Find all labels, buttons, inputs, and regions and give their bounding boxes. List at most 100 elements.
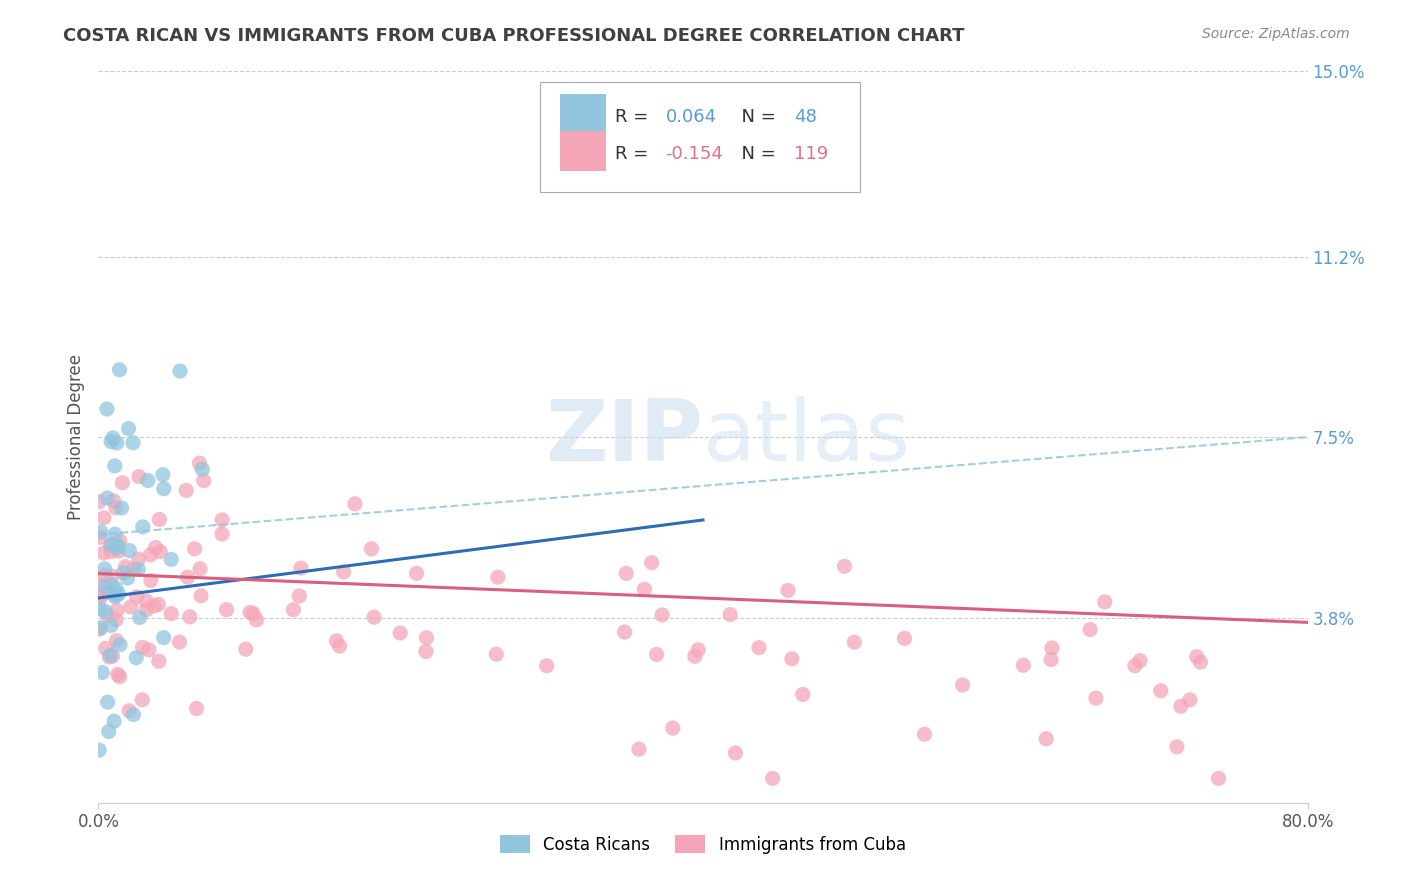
Point: [363, 610, 385, 624]
Point: [718, 607, 741, 622]
Point: [94, 580, 117, 594]
Point: [97, 585, 120, 599]
Point: [97, 695, 120, 709]
Point: [136, 474, 159, 488]
Point: [89, 743, 111, 757]
Point: [139, 548, 162, 562]
Point: [683, 649, 706, 664]
Point: [153, 482, 176, 496]
Point: [93, 546, 115, 560]
Point: [328, 639, 350, 653]
Point: [536, 658, 558, 673]
FancyBboxPatch shape: [561, 94, 606, 135]
Point: [89, 494, 111, 508]
Point: [952, 678, 974, 692]
Point: [627, 742, 650, 756]
Point: [152, 467, 174, 482]
Point: [1078, 623, 1101, 637]
Point: [117, 422, 139, 436]
Point: [105, 541, 128, 555]
Point: [1084, 691, 1107, 706]
Text: N =: N =: [730, 109, 782, 127]
Point: [1150, 683, 1173, 698]
Point: [780, 652, 803, 666]
Point: [145, 541, 167, 555]
Text: R =: R =: [614, 145, 654, 163]
Point: [792, 687, 814, 701]
Point: [108, 638, 131, 652]
Point: [186, 701, 208, 715]
Y-axis label: Professional Degree: Professional Degree: [66, 354, 84, 520]
Point: [160, 552, 183, 566]
Point: [128, 469, 150, 483]
Point: [160, 607, 183, 621]
Point: [1170, 699, 1192, 714]
Text: 48: 48: [793, 109, 817, 127]
Point: [148, 654, 170, 668]
Point: [100, 578, 122, 592]
Point: [360, 541, 382, 556]
Point: [125, 650, 148, 665]
Point: [190, 589, 212, 603]
Text: 119: 119: [793, 145, 828, 163]
Point: [117, 571, 139, 585]
Text: -0.154: -0.154: [665, 145, 724, 163]
Point: [169, 635, 191, 649]
Point: [290, 561, 312, 575]
Point: [748, 640, 770, 655]
Point: [834, 559, 856, 574]
Point: [108, 533, 131, 548]
Point: [89, 602, 111, 616]
Point: [93, 511, 115, 525]
Text: atlas: atlas: [703, 395, 911, 479]
Point: [415, 631, 437, 645]
Point: [724, 746, 747, 760]
Point: [1035, 731, 1057, 746]
Point: [104, 590, 127, 604]
Point: [283, 603, 305, 617]
Point: [103, 493, 125, 508]
Point: [215, 602, 238, 616]
Point: [149, 544, 172, 558]
Point: [191, 462, 214, 476]
Point: [90, 589, 112, 603]
Point: [98, 649, 121, 664]
Point: [1189, 655, 1212, 669]
Point: [332, 565, 354, 579]
Point: [138, 643, 160, 657]
Point: [132, 520, 155, 534]
FancyBboxPatch shape: [561, 130, 606, 171]
Point: [139, 574, 162, 588]
Text: ZIP: ZIP: [546, 395, 703, 479]
Point: [142, 599, 165, 614]
Point: [1012, 658, 1035, 673]
Text: 0.064: 0.064: [665, 109, 717, 127]
Point: [1040, 640, 1063, 655]
Point: [107, 667, 129, 681]
Point: [242, 607, 264, 621]
Point: [1208, 772, 1230, 786]
Point: [110, 501, 132, 516]
Point: [486, 570, 509, 584]
Point: [485, 647, 508, 661]
Point: [107, 544, 129, 558]
Point: [94, 605, 117, 619]
Point: [104, 588, 127, 602]
Point: [105, 633, 128, 648]
Point: [91, 665, 114, 680]
Point: [112, 566, 135, 580]
Point: [148, 597, 170, 611]
Text: Source: ZipAtlas.com: Source: ZipAtlas.com: [1202, 27, 1350, 41]
Point: [1166, 739, 1188, 754]
Point: [96, 401, 118, 416]
Point: [152, 631, 174, 645]
Point: [105, 538, 128, 552]
Point: [131, 693, 153, 707]
Point: [183, 541, 205, 556]
Point: [97, 608, 120, 623]
Point: [174, 483, 197, 498]
Point: [100, 434, 122, 449]
Point: [122, 707, 145, 722]
Point: [176, 570, 198, 584]
Point: [148, 512, 170, 526]
